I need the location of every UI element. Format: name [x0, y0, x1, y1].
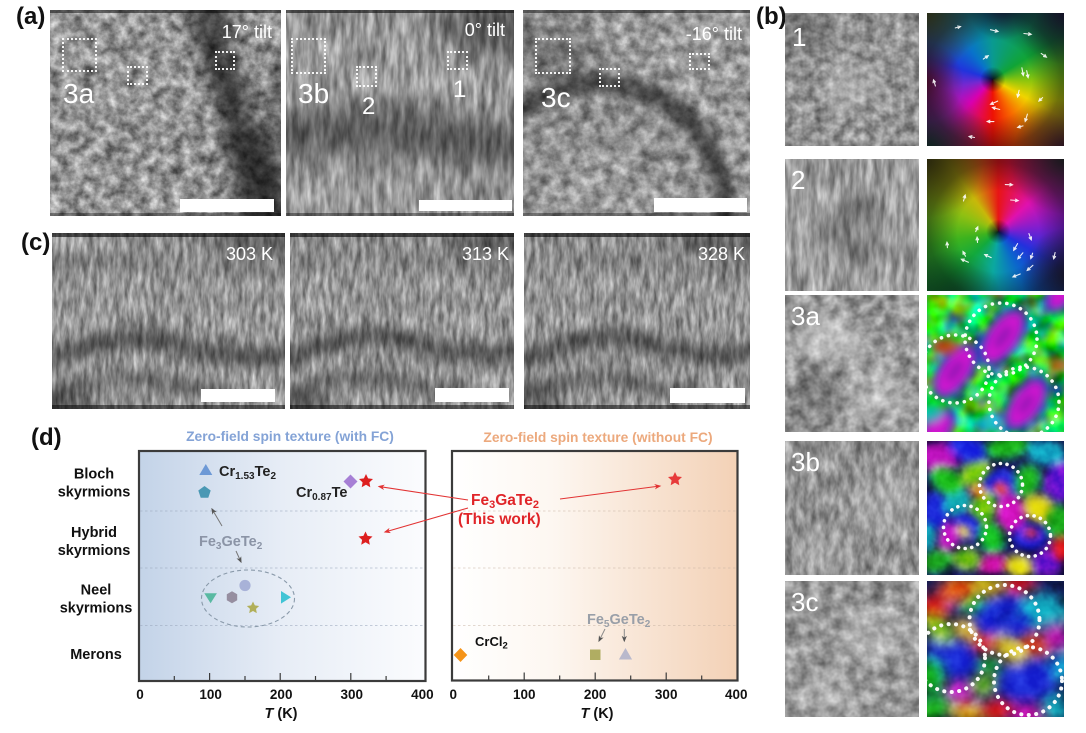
svg-text:(This work): (This work): [458, 511, 541, 528]
svg-text:0: 0: [136, 687, 144, 702]
svg-text:skyrmions: skyrmions: [60, 601, 133, 617]
svg-text:skyrmions: skyrmions: [58, 485, 131, 501]
svg-text:400: 400: [725, 687, 748, 702]
svg-text:Bloch: Bloch: [74, 467, 114, 483]
svg-text:Cr1.53Te2: Cr1.53Te2: [219, 464, 276, 482]
svg-text:300: 300: [655, 687, 678, 702]
svg-text:skyrmions: skyrmions: [58, 543, 131, 559]
svg-text:200: 200: [584, 687, 607, 702]
svg-text:Fe3GaTe2: Fe3GaTe2: [471, 492, 539, 511]
svg-text:200: 200: [270, 687, 293, 702]
svg-text:0: 0: [449, 687, 457, 702]
svg-text:Fe5GeTe2: Fe5GeTe2: [587, 612, 651, 630]
svg-text:400: 400: [411, 687, 434, 702]
svg-text:Merons: Merons: [70, 647, 122, 663]
svg-text:T (K): T (K): [264, 706, 297, 722]
svg-text:Cr0.87Te: Cr0.87Te: [296, 485, 347, 503]
svg-text:T (K): T (K): [580, 706, 613, 722]
svg-text:100: 100: [513, 687, 536, 702]
svg-text:Fe3GeTe2: Fe3GeTe2: [199, 534, 263, 552]
svg-text:100: 100: [199, 687, 222, 702]
svg-text:Neel: Neel: [81, 583, 112, 599]
svg-text:300: 300: [341, 687, 364, 702]
svg-text:CrCl2: CrCl2: [475, 634, 508, 652]
svg-text:Hybrid: Hybrid: [71, 525, 117, 541]
svg-text:Zero-field spin texture (with: Zero-field spin texture (with FC): [186, 429, 394, 444]
svg-text:Zero-field spin texture (witho: Zero-field spin texture (without FC): [483, 430, 712, 445]
